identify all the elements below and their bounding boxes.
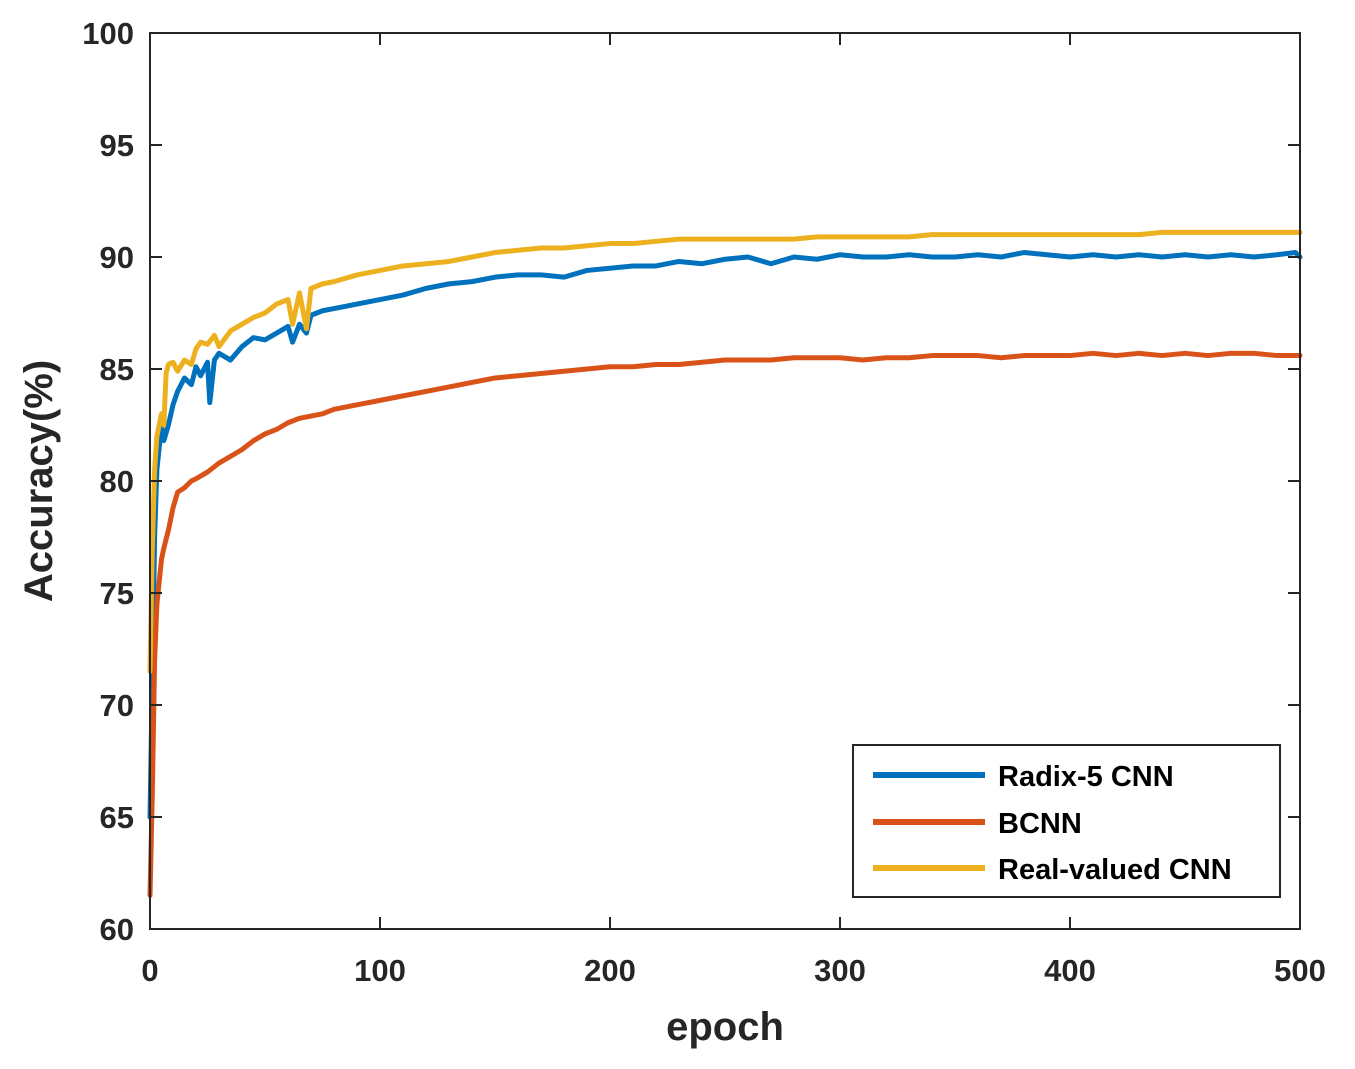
y-tick-label: 70: [100, 688, 134, 723]
x-tick-label: 400: [1044, 953, 1096, 988]
legend-label-real-valued-cnn: Real-valued CNN: [998, 854, 1232, 886]
x-axis-label: epoch: [666, 1005, 784, 1049]
legend: Radix-5 CNN BCNN Real-valued CNN: [852, 744, 1281, 898]
x-tick-label: 500: [1274, 953, 1326, 988]
y-tick-label: 85: [100, 352, 134, 387]
y-tick-label: 65: [100, 800, 134, 835]
series-line-radix5-cnn: [147, 250, 1303, 820]
x-tick-label: 100: [354, 953, 406, 988]
series-group: [147, 229, 1303, 898]
y-tick-label: 100: [82, 16, 134, 51]
series-line-real-valued-cnn: [147, 229, 1303, 674]
y-tick-label: 80: [100, 464, 134, 499]
plot-frame: [149, 32, 1301, 930]
y-tick-label: 75: [100, 576, 134, 611]
y-tick-label: 90: [100, 240, 134, 275]
series-line-bcnn: [147, 350, 1303, 898]
ticks-group: 0 100 200 300 400 500 60 65 70 75 80 85 90 95 100: [82, 16, 1326, 988]
legend-label-bcnn: BCNN: [998, 808, 1082, 840]
x-tick-label: 300: [814, 953, 866, 988]
legend-label-radix5-cnn: Radix-5 CNN: [998, 761, 1174, 793]
y-axis-label: Accuracy(%): [17, 360, 61, 602]
x-tick-label: 0: [141, 953, 158, 988]
x-tick-label: 200: [584, 953, 636, 988]
y-tick-label: 60: [100, 912, 134, 947]
y-tick-label: 95: [100, 128, 134, 163]
